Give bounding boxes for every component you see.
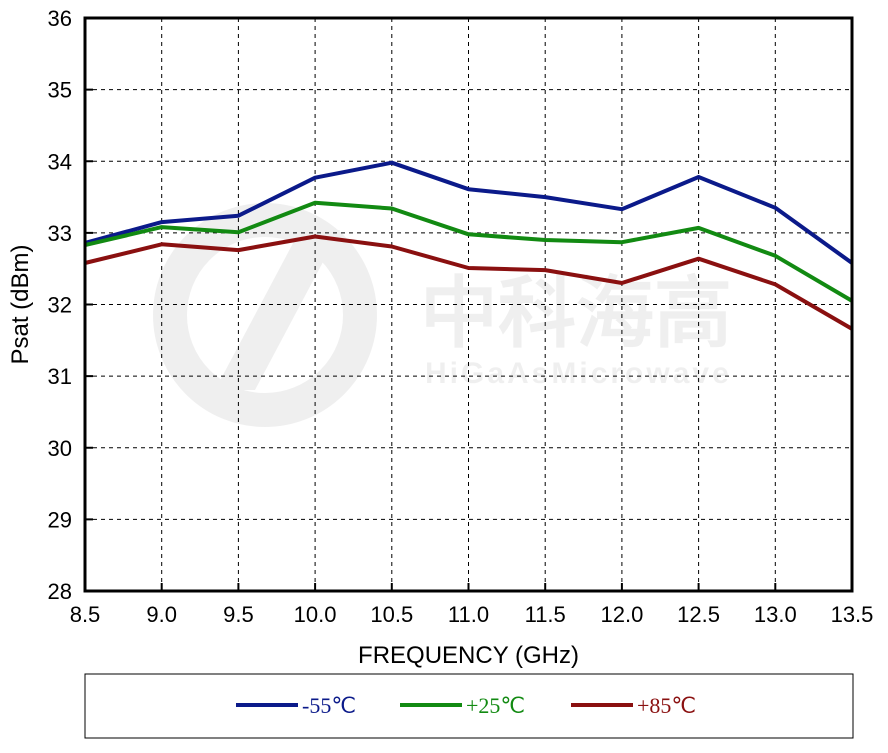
y-axis-ticks: 28 29 30 31 32 33 34 35 36 [48, 6, 93, 604]
x-tick-label: 11.0 [448, 602, 489, 627]
series-2-point [160, 242, 164, 246]
series-1-point [160, 225, 164, 229]
watermark-brand-cn: 中科海高 [420, 269, 732, 359]
series-1-point [236, 230, 240, 234]
series-2-point [390, 244, 394, 248]
series-0-point [313, 176, 317, 180]
x-tick-label: 12.5 [677, 602, 720, 627]
legend-label-1: +25℃ [466, 693, 525, 718]
series-0-point [697, 175, 701, 179]
y-axis-title: Psat (dBm) [7, 244, 34, 364]
y-tick-label: 32 [48, 293, 72, 318]
series-1-point [773, 254, 777, 258]
series-0-point [620, 207, 624, 211]
x-tick-label: 9.5 [223, 602, 254, 627]
x-tick-label: 10.0 [294, 602, 337, 627]
legend-label-2: +85℃ [637, 693, 696, 718]
series-0-point [467, 187, 470, 191]
series-2-point [313, 234, 317, 238]
series-0-point [773, 206, 777, 210]
series-0-point [543, 195, 547, 199]
x-tick-label: 8.5 [70, 602, 101, 627]
series-2-point [543, 268, 547, 272]
series-2-point [236, 248, 240, 252]
series-2-point [467, 266, 470, 270]
series-group [83, 160, 854, 331]
y-tick-label: 28 [48, 579, 72, 604]
series-1-point [543, 238, 547, 242]
legend: -55℃ +25℃ +85℃ [236, 693, 696, 718]
x-axis-ticks: 8.5 9.0 9.5 10.0 10.5 11.0 11.5 12.0 12.5 13.0 13.… [70, 583, 874, 627]
y-tick-label: 30 [48, 436, 72, 461]
x-tick-label: 9.0 [146, 602, 177, 627]
watermark-brand-en: HiGaAsMicrowave [425, 357, 732, 390]
series-1-point [313, 201, 317, 205]
x-tick-label: 13.5 [831, 602, 874, 627]
x-axis-title: FREQUENCY (GHz) [358, 642, 579, 669]
series-0-point [236, 214, 240, 218]
series-1-point [390, 207, 394, 211]
series-2-point [773, 282, 777, 286]
legend-box [84, 673, 854, 739]
series-1-point [697, 226, 701, 230]
x-tick-label: 10.5 [370, 602, 413, 627]
series-2-point [620, 281, 624, 285]
y-tick-label: 35 [48, 78, 72, 103]
x-tick-label: 13.0 [754, 602, 797, 627]
y-tick-label: 33 [48, 221, 72, 246]
y-tick-label: 29 [48, 507, 72, 532]
series-0-point [160, 220, 164, 224]
series-1-point [467, 232, 470, 236]
x-tick-label: 12.0 [600, 602, 643, 627]
series-1-point [620, 240, 624, 244]
y-tick-label: 31 [48, 364, 72, 389]
series-0-point [390, 161, 394, 165]
y-tick-label: 34 [48, 149, 72, 174]
legend-label-0: -55℃ [302, 693, 356, 718]
series-2-point [697, 257, 701, 261]
x-tick-label: 11.5 [525, 602, 566, 627]
y-tick-label: 36 [48, 6, 72, 31]
